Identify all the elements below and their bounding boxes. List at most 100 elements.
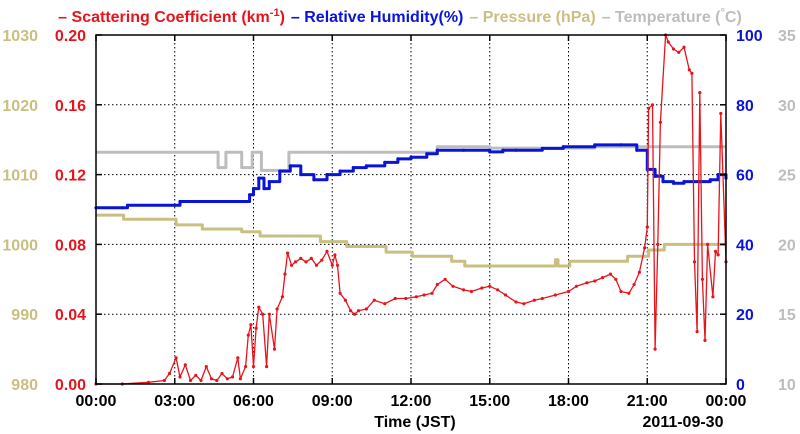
data-point-humidity (708, 178, 712, 182)
data-point-humidity (120, 206, 124, 210)
data-point-humidity (653, 174, 657, 178)
data-point-scattering (320, 258, 324, 262)
data-point-scattering (280, 295, 284, 299)
legend-temperature: – Temperature ( (602, 9, 722, 26)
data-point-scattering (254, 326, 258, 330)
data-point-scattering (309, 256, 313, 260)
data-point-scattering (619, 289, 623, 294)
data-point-scattering (608, 272, 613, 276)
data-point-humidity (593, 143, 597, 147)
data-point-scattering (230, 375, 235, 379)
x-tick-label: 00:00 (706, 393, 747, 410)
data-point-humidity (671, 181, 676, 185)
data-point-scattering (647, 106, 651, 110)
data-point-scattering (393, 296, 397, 301)
legend-temperature-sup: ° (721, 7, 725, 19)
data-point-scattering (496, 288, 500, 292)
ticks-layer: 00:00 03:00 06:00 09:00 12:00 15:00 18:00 21:00… (2, 28, 795, 410)
data-point-scattering (356, 309, 361, 313)
data-point-humidity (178, 199, 182, 204)
data-point-humidity (488, 150, 492, 154)
data-point-scattering (658, 120, 663, 124)
data-point-scattering (566, 289, 571, 294)
data-point-humidity (173, 203, 177, 207)
humidity-tick-label: 0 (736, 377, 745, 394)
data-point-scattering (220, 371, 224, 376)
data-point-humidity (251, 187, 256, 191)
legend-scattering-end: ) (280, 9, 285, 26)
scattering-tick-label: 0.16 (55, 98, 86, 115)
data-point-scattering (238, 377, 242, 381)
data-point-scattering (614, 277, 618, 281)
data-point-scattering (204, 365, 208, 369)
data-point-scattering (488, 284, 492, 288)
data-point-scattering (451, 284, 455, 288)
data-point-scattering (653, 347, 657, 351)
data-point-humidity (241, 199, 245, 204)
data-point-scattering (553, 293, 558, 297)
data-point-scattering (257, 305, 261, 309)
data-point-scattering (585, 281, 589, 285)
scattering-tick-label: 0.12 (55, 168, 86, 185)
data-point-scattering (249, 323, 253, 327)
data-point-scattering (435, 282, 439, 287)
data-point-humidity (501, 148, 505, 152)
data-point-scattering (414, 295, 418, 299)
data-point-scattering (167, 371, 172, 376)
data-point-humidity (409, 155, 413, 159)
data-point-scattering (209, 377, 214, 381)
data-point-scattering (461, 288, 466, 292)
data-point-scattering (719, 111, 723, 116)
data-point-scattering (194, 373, 198, 377)
x-tick-label: 18:00 (548, 393, 589, 410)
x-tick-label: 06:00 (233, 393, 274, 410)
data-point-scattering (199, 378, 203, 383)
data-point-scattering (364, 307, 368, 311)
data-point-scattering (290, 263, 294, 267)
data-point-humidity (635, 148, 639, 152)
data-point-humidity (561, 145, 565, 149)
legend: – Scattering Coefficient (km-1) – Relativ… (58, 7, 742, 26)
data-point-scattering (267, 312, 271, 316)
x-axis-label: Time (JST) (374, 414, 456, 431)
temperature-tick-label: 30 (778, 98, 796, 115)
legend-pressure: – Pressure (hPa) (469, 9, 595, 26)
data-point-scattering (261, 312, 265, 316)
legend-temperature-end: C) (725, 9, 742, 26)
data-point-scattering (532, 298, 537, 302)
data-point-scattering (265, 365, 269, 369)
data-point-scattering (338, 291, 342, 295)
data-point-humidity (325, 173, 329, 177)
data-point-scattering (353, 312, 357, 316)
legend-scattering: – Scattering Coefficient (km (58, 9, 270, 26)
date-label: 2011-09-30 (643, 414, 724, 431)
data-point-scattering (656, 242, 660, 246)
data-point-scattering (645, 225, 649, 229)
data-point-scattering (174, 356, 178, 360)
data-point-scattering (333, 253, 337, 257)
data-point-scattering (225, 377, 229, 381)
series-pressure (96, 213, 726, 268)
pressure-tick-label: 1010 (2, 168, 38, 185)
data-point-humidity (716, 173, 720, 177)
data-point-scattering (700, 277, 705, 281)
data-point-humidity (619, 143, 623, 147)
data-point-scattering (146, 380, 151, 384)
x-tick-label: 15:00 (469, 393, 510, 410)
x-tick-label: 00:00 (76, 393, 117, 410)
data-point-scattering (283, 272, 287, 276)
series-layer (94, 33, 728, 386)
data-point-scattering (188, 378, 193, 383)
legend-scattering-sup: -1 (270, 7, 280, 19)
data-point-humidity (278, 169, 282, 173)
temperature-tick-label: 15 (778, 307, 796, 324)
x-tick-label: 21:00 (627, 393, 668, 410)
data-point-scattering (430, 291, 434, 295)
data-point-humidity (267, 180, 271, 184)
data-point-scattering (469, 289, 473, 294)
data-point-scattering (330, 263, 334, 267)
data-point-humidity (299, 173, 303, 177)
data-point-humidity (396, 157, 400, 161)
data-point-scattering (349, 309, 353, 313)
humidity-tick-label: 80 (736, 98, 754, 115)
